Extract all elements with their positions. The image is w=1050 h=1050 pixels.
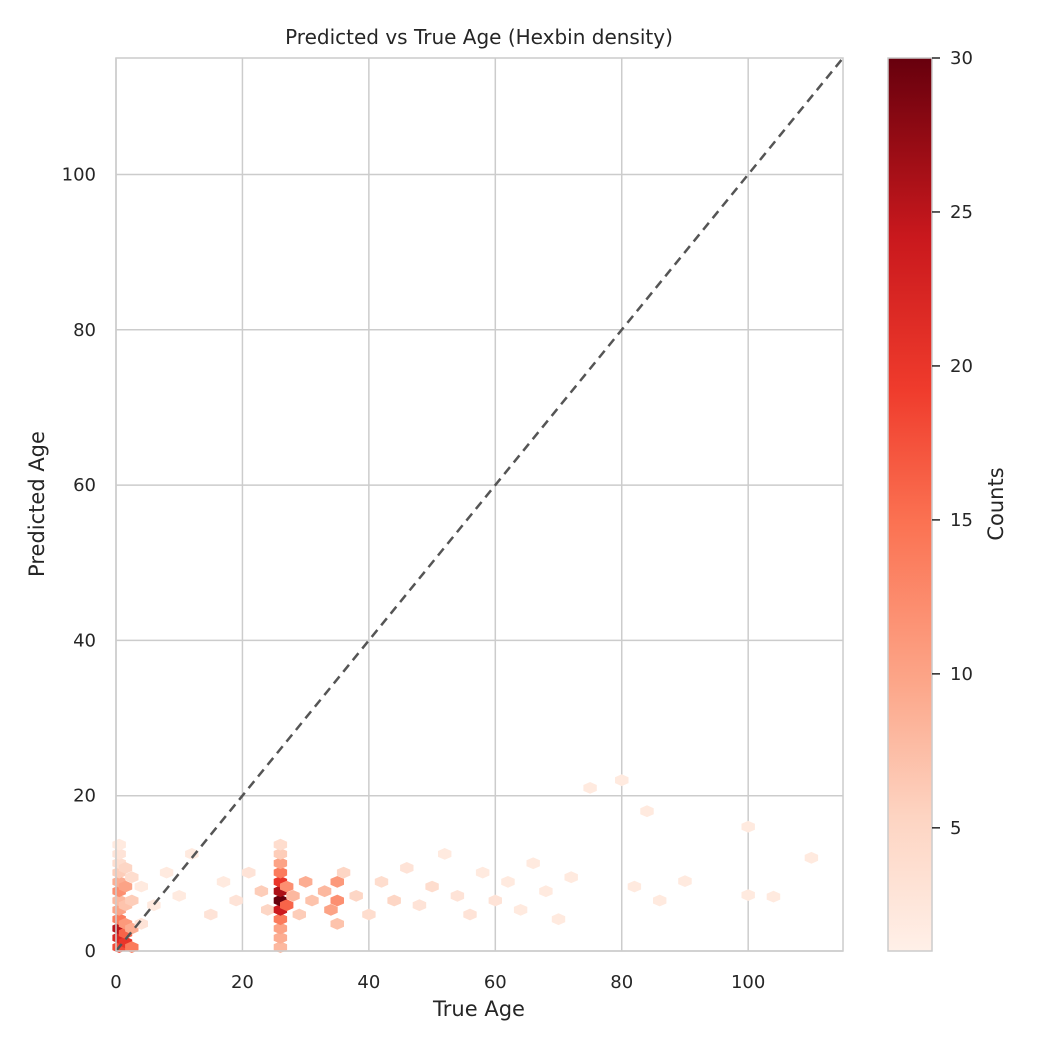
- hexbin-cell: [475, 866, 490, 879]
- hexbin-cell: [362, 908, 376, 921]
- hexbin-cell: [330, 917, 344, 930]
- hexbin-cell: [229, 894, 243, 907]
- hexbin-cell: [159, 866, 174, 879]
- hexbin-cell: [349, 890, 363, 902]
- x-tick-label: 40: [357, 972, 380, 993]
- hexbin-cell: [564, 871, 578, 884]
- hexbin-cell: [513, 904, 528, 916]
- hexbin-cell: [766, 890, 781, 903]
- hexbin-cell: [273, 866, 288, 879]
- hexbin-cell: [583, 782, 597, 794]
- x-tick-label: 0: [110, 972, 121, 993]
- hexbin-cell: [273, 838, 288, 851]
- hexbin-cell: [412, 899, 427, 912]
- hexbin-cell: [118, 862, 133, 874]
- hexbin-cell: [615, 774, 629, 787]
- hexbin-cell: [653, 894, 667, 907]
- colorbar-tick-label: 30: [950, 48, 973, 69]
- hexbin-cell: [551, 913, 566, 926]
- chart-title: Predicted vs True Age (Hexbin density): [285, 25, 673, 49]
- y-tick-label: 80: [73, 320, 96, 341]
- hexbin-cell: [330, 876, 344, 888]
- colorbar: 5 10 15 20 25 30 Counts: [887, 48, 1008, 952]
- y-axis-label: Predicted Age: [25, 431, 49, 577]
- hexbin-cell: [741, 820, 755, 833]
- y-tick-label: 100: [62, 164, 96, 185]
- identity-reference-line: [115, 57, 844, 952]
- hexbin-cell: [292, 908, 306, 921]
- hexbin-cell: [134, 917, 148, 930]
- hexbin-cell: [804, 851, 819, 864]
- hexbin-cell: [172, 890, 186, 902]
- hexbin-cell: [125, 941, 139, 953]
- y-tick-label: 20: [73, 786, 96, 807]
- hexbin-cell: [539, 885, 553, 898]
- hexbin-cell: [125, 871, 139, 884]
- hexbin-cell: [125, 894, 139, 907]
- hexbin-cell: [216, 876, 231, 888]
- hexbin-cell: [501, 876, 515, 888]
- hexbin-cell: [204, 908, 218, 921]
- hexbin-cell: [438, 848, 452, 860]
- hexbin-cell: [330, 894, 344, 907]
- colorbar-ticks: 5 10 15 20 25 30: [932, 48, 973, 839]
- colorbar-tick-label: 5: [950, 818, 961, 839]
- hexbin-cell: [627, 880, 642, 893]
- hexbin-cell: [678, 875, 692, 887]
- plot-area: [112, 57, 844, 953]
- hexbin-cell: [336, 866, 351, 879]
- hexbin-cell: [273, 931, 288, 944]
- hexbin-cells: [112, 774, 819, 953]
- x-tick-label: 60: [484, 972, 507, 993]
- hexbin-cell: [118, 880, 133, 893]
- y-tick-label: 60: [73, 475, 96, 496]
- hexbin-cell: [450, 890, 465, 902]
- hexbin-cell: [305, 894, 319, 907]
- colorbar-tick-label: 10: [950, 664, 973, 685]
- x-axis-ticks: 0 20 40 60 80 100: [110, 972, 765, 993]
- hexbin-cell: [280, 899, 294, 912]
- hexbin-cell: [463, 908, 477, 921]
- colorbar-tick-label: 20: [950, 356, 973, 377]
- hexbin-cell: [261, 904, 275, 916]
- hexbin-cell: [242, 866, 256, 879]
- y-tick-label: 0: [85, 941, 96, 962]
- colorbar-tick-label: 15: [950, 510, 973, 531]
- hexbin-cell: [298, 876, 313, 888]
- x-tick-label: 80: [610, 972, 633, 993]
- hexbin-cell: [254, 885, 269, 898]
- x-tick-label: 20: [231, 972, 254, 993]
- hexbin-cell: [185, 848, 199, 860]
- hexbin-cell: [273, 941, 288, 953]
- hexbin-cell: [324, 904, 338, 916]
- hexbin-cell: [526, 857, 540, 870]
- hexbin-cell: [400, 862, 414, 874]
- hexbin-cell: [741, 889, 755, 901]
- y-axis-ticks: 0 20 40 60 80 100: [62, 164, 96, 962]
- x-tick-label: 100: [731, 972, 765, 993]
- hexbin-cell: [273, 848, 288, 860]
- hexbin-cell: [280, 880, 294, 893]
- colorbar-tick-label: 25: [950, 202, 973, 223]
- hexbin-cell: [374, 876, 389, 888]
- hexbin-cell: [273, 913, 288, 926]
- hexbin-cell: [286, 890, 300, 902]
- hexbin-cell: [488, 894, 502, 907]
- hexbin-cell: [273, 922, 288, 935]
- plot-frame: [115, 57, 844, 952]
- hexbin-cell: [317, 885, 332, 898]
- colorbar-label: Counts: [984, 467, 1008, 540]
- colorbar-gradient: [887, 57, 933, 952]
- hexbin-cell: [387, 894, 401, 907]
- y-tick-label: 40: [73, 630, 96, 651]
- hexbin-cell: [273, 857, 288, 870]
- hexbin-cell: [425, 880, 439, 893]
- hexbin-cell: [134, 880, 148, 893]
- x-axis-label: True Age: [432, 997, 525, 1021]
- hexbin-cell: [640, 805, 654, 818]
